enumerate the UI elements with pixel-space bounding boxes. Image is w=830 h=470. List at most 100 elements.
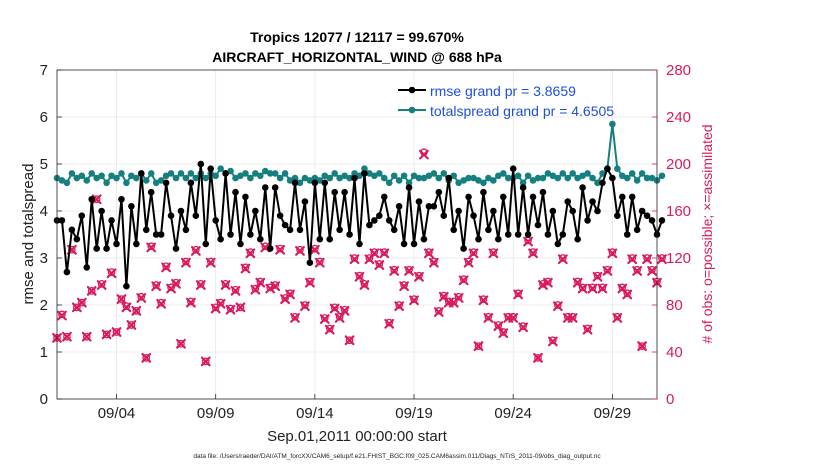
rmse-point: [232, 188, 239, 196]
rmse-point: [58, 217, 66, 224]
rmse-point: [157, 231, 165, 238]
y-axis-label-left: rmse and totalspread: [20, 164, 37, 305]
rmse-point: [118, 195, 125, 203]
obs-assimilated-marker: [394, 301, 405, 312]
obs-possible-marker: [330, 303, 339, 312]
rmse-point: [227, 231, 234, 238]
y-tick-label-left: 0: [40, 391, 48, 408]
obs-possible-marker: [603, 265, 612, 274]
rmse-point: [504, 231, 512, 238]
rmse-point: [415, 198, 423, 205]
legend-spread-label: totalspread grand pr = 4.6505: [430, 103, 614, 119]
spread-point: [400, 172, 408, 180]
x-tick-label: 09/19: [395, 405, 433, 422]
spread-point: [247, 174, 254, 182]
spread-point: [376, 170, 383, 177]
rmse-point: [247, 231, 254, 238]
rmse-point: [237, 240, 244, 248]
obs-possible-marker: [454, 292, 463, 301]
rmse-point: [430, 203, 438, 210]
obs-possible-marker: [633, 265, 642, 274]
spread-point: [485, 174, 492, 182]
spread-point: [118, 170, 125, 177]
obs-possible-marker: [365, 254, 374, 262]
rmse-point: [470, 212, 477, 219]
spread-point: [321, 172, 329, 180]
rmse-point: [128, 203, 135, 210]
rmse-point: [609, 174, 616, 182]
obs-assimilated-marker: [245, 248, 256, 259]
obs-assimilated-marker: [577, 283, 588, 294]
legend: rmse grand pr = 3.8659 totalspread grand…: [398, 83, 614, 119]
y-tick-label-right: 280: [666, 62, 691, 79]
y-tick-label-left: 3: [40, 250, 48, 267]
rmse-point: [162, 179, 170, 187]
obs-possible-marker: [325, 324, 334, 333]
spread-point: [162, 172, 170, 180]
rmse-point: [147, 188, 155, 196]
obs-possible-marker: [375, 260, 384, 268]
legend-spread-marker: [408, 106, 416, 114]
obs-possible-marker: [177, 339, 185, 348]
obs-possible-marker: [167, 283, 175, 292]
spread-point: [217, 165, 224, 172]
obs-assimilated-marker: [612, 313, 623, 323]
obs-assimilated-marker: [513, 289, 524, 300]
rmse-point: [618, 193, 626, 201]
obs-assimilated-marker: [528, 248, 538, 259]
spread-point: [415, 174, 423, 182]
obs-assimilated-marker: [334, 313, 345, 323]
obs-possible-marker: [593, 271, 602, 280]
spread-point: [405, 179, 413, 187]
obs-possible-marker: [201, 357, 210, 366]
spread-point: [182, 174, 190, 182]
obs-possible-marker: [578, 283, 587, 292]
rmse-point: [455, 207, 462, 215]
obs-possible-marker: [286, 289, 294, 298]
rmse-point: [499, 193, 507, 201]
spread-point: [336, 174, 343, 182]
rmse-point: [564, 198, 572, 205]
rmse-point: [351, 174, 358, 182]
spread-point: [361, 165, 368, 172]
spread-point: [296, 179, 304, 187]
rmse-point: [207, 165, 215, 172]
spread-point: [544, 170, 552, 177]
obs-assimilated-marker: [488, 248, 499, 259]
spread-point: [623, 174, 631, 182]
obs-assimilated-marker: [146, 242, 157, 253]
spread-point: [475, 177, 482, 184]
obs-possible-marker: [236, 303, 245, 312]
obs-assimilated-marker: [389, 266, 400, 276]
obs-possible-marker: [544, 277, 552, 286]
rmse-point: [306, 259, 314, 267]
rmse-point: [167, 212, 175, 219]
rmse-point: [371, 217, 378, 224]
y-axis-label-right: # of obs: o=possible; ×=assimilated: [699, 124, 715, 343]
spread-point: [609, 120, 616, 128]
obs-assimilated-marker: [533, 352, 543, 363]
spread-point: [519, 179, 527, 187]
rmse-point: [524, 231, 532, 238]
x-axis-label: Sep.01,2011 00:00:00 start: [267, 428, 448, 445]
spread-point: [276, 174, 284, 182]
rmse-point: [93, 245, 100, 252]
obs-assimilated-marker: [205, 257, 216, 268]
obs-assimilated-marker: [414, 271, 424, 282]
rmse-point: [589, 198, 596, 205]
rmse-point: [133, 240, 140, 248]
chart-title: Tropics 12077 / 12117 = 99.670%: [250, 29, 464, 45]
obs-assimilated-marker: [399, 281, 410, 292]
spread-point: [514, 172, 522, 180]
spread-point: [549, 172, 557, 180]
rmse-point: [539, 188, 547, 196]
rmse-point: [509, 165, 517, 172]
obs-possible-marker: [588, 283, 597, 292]
spread-point: [113, 174, 120, 182]
obs-assimilated-marker: [547, 336, 558, 347]
obs-assimilated-marker: [161, 262, 171, 273]
obs-assimilated-marker: [637, 341, 648, 352]
spread-point: [371, 172, 378, 180]
rmse-point: [88, 195, 96, 203]
rmse-point: [579, 184, 586, 191]
